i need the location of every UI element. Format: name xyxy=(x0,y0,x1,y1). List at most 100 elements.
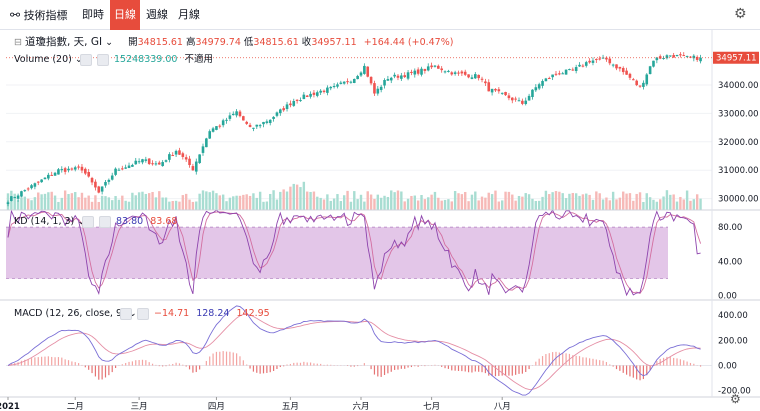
macd-histogram-bar xyxy=(612,365,614,367)
candle-body xyxy=(194,161,198,172)
volume-bar xyxy=(551,192,554,210)
candle-body xyxy=(642,82,645,87)
volume-bar xyxy=(131,192,134,210)
candle-body xyxy=(292,101,296,106)
macd-tick-label-1: 200.00 xyxy=(718,336,748,346)
volume-bar xyxy=(316,196,319,210)
time-tick-label-2: 三月 xyxy=(131,402,148,411)
volume-bar xyxy=(302,181,306,210)
candle-body xyxy=(376,88,380,94)
change-value: +164.44 (+0.47%) xyxy=(363,37,454,48)
tab-daily[interactable]: 日線 xyxy=(110,0,140,30)
volume-bar xyxy=(618,197,622,210)
volume-settings-button[interactable] xyxy=(80,54,92,66)
macd-dropdown-icon[interactable]: ⌄ xyxy=(128,308,137,319)
macd-histogram-bar xyxy=(246,364,248,366)
tab-weekly[interactable]: 週線 xyxy=(146,8,168,21)
macd-histogram-bar xyxy=(209,356,211,366)
macd-histogram-bar xyxy=(508,365,510,376)
candle-body xyxy=(272,116,275,119)
macd-histogram-bar xyxy=(232,352,234,366)
volume-bar xyxy=(269,193,272,210)
volume-bar xyxy=(521,196,524,210)
volume-bar xyxy=(363,201,366,210)
tab-realtime[interactable]: 即時 xyxy=(82,8,104,21)
macd-histogram-bar xyxy=(689,362,692,366)
kd-tick-label-1: 40.00 xyxy=(718,257,742,267)
volume-bar xyxy=(534,200,538,210)
macd-histogram-bar xyxy=(535,361,537,366)
indicators-button[interactable]: ⚯ 技術指標 xyxy=(10,0,68,30)
volume-close-button[interactable] xyxy=(97,54,109,66)
macd-histogram-bar xyxy=(148,362,150,366)
macd-histogram-bar xyxy=(175,362,177,366)
price-tick-label-3: 31000.00 xyxy=(718,166,759,176)
macd-histogram-bar xyxy=(128,361,130,366)
volume-bar xyxy=(645,193,648,210)
candle-body xyxy=(157,162,161,165)
macd-histogram-bar xyxy=(138,360,140,366)
candle-body xyxy=(396,75,400,78)
macd-histogram-bar xyxy=(269,365,271,373)
candle-body xyxy=(26,188,30,190)
candle-body xyxy=(393,74,396,77)
candle-body xyxy=(171,155,175,157)
volume-bar xyxy=(97,201,100,210)
volume-bar xyxy=(121,195,124,210)
volume-dropdown-icon[interactable]: ⌄ xyxy=(74,54,83,65)
candle-body xyxy=(299,100,302,102)
volume-bar xyxy=(289,186,292,210)
volume-bar xyxy=(366,191,369,210)
volume-bar xyxy=(87,195,90,210)
candle-body xyxy=(6,202,10,205)
candle-body xyxy=(73,167,77,170)
macd-line xyxy=(7,305,701,396)
candle-body xyxy=(43,177,47,180)
volume-bar xyxy=(248,195,252,210)
macd-settings-button[interactable] xyxy=(120,308,132,320)
macd-histogram-bar xyxy=(353,365,355,367)
candle-body xyxy=(615,64,618,69)
candle-body xyxy=(346,81,349,83)
candle-body xyxy=(279,109,282,114)
volume-bar xyxy=(265,201,269,210)
volume-bar xyxy=(336,194,339,210)
candle-body xyxy=(161,162,164,167)
macd-histogram-bar xyxy=(64,359,66,366)
volume-bar xyxy=(373,198,376,210)
macd-histogram-bar xyxy=(642,365,644,380)
volume-bar xyxy=(232,196,235,210)
price-tick-label-0: 34000.00 xyxy=(718,81,759,91)
macd-close-button[interactable] xyxy=(137,308,149,320)
time-tick-label-7: 八月 xyxy=(494,402,511,411)
macd-histogram-bar xyxy=(27,359,29,366)
chart-settings-gear-icon[interactable]: ⚙ xyxy=(730,392,741,406)
stock-chart[interactable]: 34000.00 33000.00 32000.00 31000.00 30000.00… xyxy=(0,30,760,411)
volume-bar xyxy=(339,201,343,210)
candle-body xyxy=(332,86,336,88)
candle-body xyxy=(547,78,551,80)
collapse-icon[interactable]: ⊟ xyxy=(14,37,22,48)
kd-dropdown-icon[interactable]: ⌄ xyxy=(77,216,85,227)
candle-body xyxy=(50,174,54,176)
price-tick-label-2: 32000.00 xyxy=(718,138,759,148)
symbol-dropdown-icon[interactable]: ⌄ xyxy=(105,37,114,48)
kd-close-button[interactable] xyxy=(99,216,111,228)
candle-body xyxy=(426,66,430,71)
candle-body xyxy=(652,60,655,67)
tab-monthly[interactable]: 月線 xyxy=(178,8,200,21)
macd-histogram-bar xyxy=(609,364,611,366)
macd-histogram-bar xyxy=(625,365,628,375)
macd-histogram-bar xyxy=(323,364,325,366)
macd-histogram-bar xyxy=(141,359,144,366)
volume-bar xyxy=(33,197,37,210)
kd-settings-button[interactable] xyxy=(82,216,94,228)
candle-body xyxy=(453,72,457,74)
volume-bar xyxy=(480,196,484,210)
macd-histogram-bar xyxy=(565,353,567,366)
settings-gear-icon[interactable]: ⚙ xyxy=(734,6,747,22)
volume-bar xyxy=(638,192,642,210)
volume-bar xyxy=(685,190,689,210)
candle-body xyxy=(430,65,433,68)
volume-bar xyxy=(30,200,33,210)
